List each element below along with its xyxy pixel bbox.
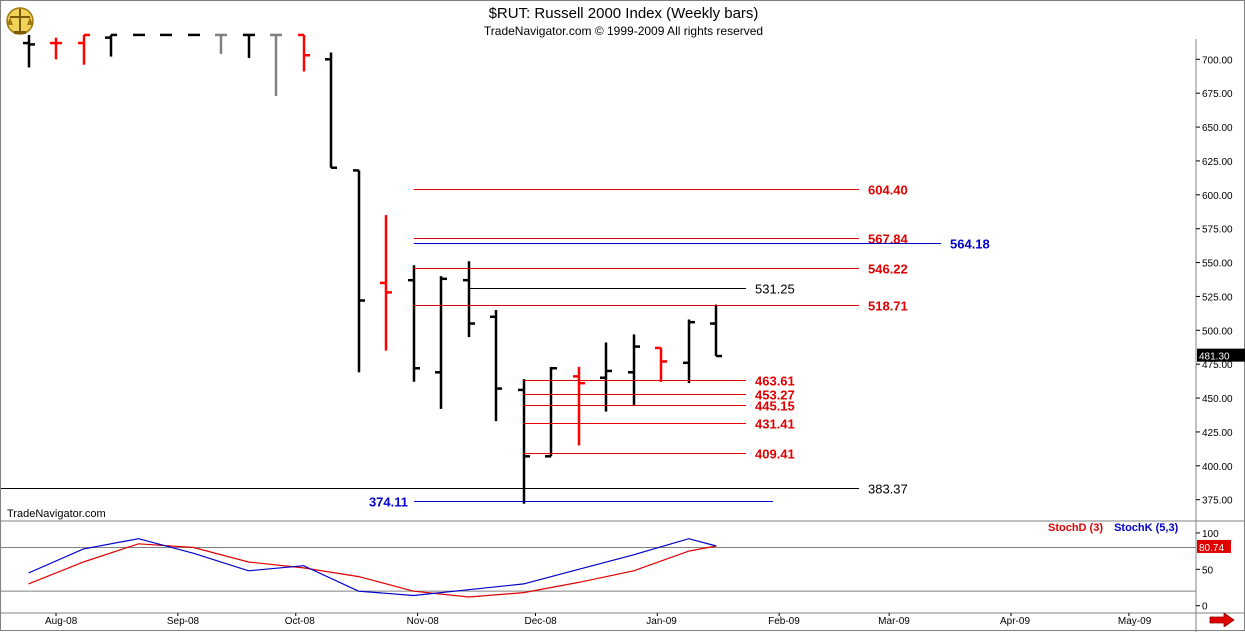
level-label: 546.22 (868, 262, 908, 277)
stoch-series-line (28, 543, 717, 598)
x-tick-label: May-09 (1118, 616, 1152, 627)
stoch-last-value-box (1197, 539, 1231, 553)
x-tick-label: Aug-08 (45, 616, 78, 627)
trade-navigator-logo-icon[interactable] (5, 5, 35, 37)
y-tick-label: 575.00 (1202, 225, 1233, 236)
y-tick-label: 650.00 (1202, 123, 1233, 134)
x-tick-label: Nov-08 (407, 616, 440, 627)
y-tick-label: 400.00 (1202, 462, 1233, 473)
level-label: 445.15 (755, 399, 795, 414)
y-tick-label: 600.00 (1202, 191, 1233, 202)
watermark: TradeNavigator.com (7, 508, 106, 520)
level-label: 531.25 (755, 282, 795, 297)
last-price-box (1197, 348, 1245, 362)
stoch-y-tick-label: 100 (1202, 529, 1219, 540)
x-tick-label: Sep-08 (167, 616, 200, 627)
level-label: 567.84 (868, 232, 909, 247)
chart-title: $RUT: Russell 2000 Index (Weekly bars) (488, 5, 759, 22)
last-price-label: 481.30 (1199, 352, 1230, 363)
y-tick-label: 450.00 (1202, 394, 1233, 405)
y-tick-label: 700.00 (1202, 55, 1233, 66)
stoch-last-value-label: 80.74 (1199, 543, 1224, 554)
x-tick-label: Oct-08 (285, 616, 315, 627)
y-tick-label: 375.00 (1202, 496, 1233, 507)
level-label: 518.71 (868, 299, 908, 314)
level-label: 453.27 (755, 388, 795, 403)
level-label: 409.41 (755, 447, 795, 462)
y-tick-label: 500.00 (1202, 326, 1233, 337)
chart-subtitle: TradeNavigator.com © 1999-2009 All right… (483, 24, 764, 38)
level-label: 463.61 (755, 374, 795, 389)
y-tick-label: 475.00 (1202, 360, 1233, 371)
x-tick-label: Jan-09 (646, 616, 677, 627)
stoch-series-line (28, 538, 717, 597)
legend-stoch-k: StochK (5,3) (1114, 522, 1179, 534)
level-label: 431.41 (755, 417, 795, 432)
stochastic-legend: StochD (3) StochK (5,3) (1048, 522, 1178, 534)
x-tick-label: Dec-08 (524, 616, 557, 627)
level-label: 564.18 (950, 237, 990, 252)
y-tick-label: 550.00 (1202, 259, 1233, 270)
legend-stoch-d: StochD (3) (1048, 522, 1103, 534)
y-tick-label: 525.00 (1202, 292, 1233, 303)
scroll-right-arrow-icon[interactable] (1209, 613, 1235, 627)
level-label: 383.37 (868, 482, 908, 497)
level-label: 374.11 (369, 495, 408, 510)
y-tick-label: 625.00 (1202, 157, 1233, 168)
x-tick-label: Mar-09 (878, 616, 910, 627)
y-tick-label: 675.00 (1202, 89, 1233, 100)
stoch-y-tick-label: 50 (1202, 565, 1214, 576)
x-tick-label: Apr-09 (1000, 616, 1030, 627)
stoch-y-tick-label: 0 (1202, 602, 1208, 613)
x-tick-label: Feb-09 (768, 616, 800, 627)
level-label: 604.40 (868, 183, 908, 198)
y-tick-label: 425.00 (1202, 428, 1233, 439)
